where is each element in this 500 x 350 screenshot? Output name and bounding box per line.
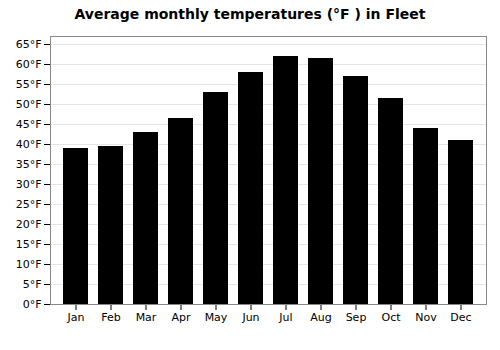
svg-text:5°F: 5°F	[23, 278, 42, 291]
svg-text:Dec: Dec	[450, 311, 471, 324]
svg-text:15°F: 15°F	[16, 238, 42, 251]
svg-text:Sep: Sep	[346, 311, 367, 324]
svg-text:Apr: Apr	[171, 311, 191, 324]
svg-text:Mar: Mar	[136, 311, 157, 324]
svg-text:Jan: Jan	[67, 311, 85, 324]
svg-text:Jun: Jun	[241, 311, 259, 324]
svg-text:50°F: 50°F	[16, 98, 42, 111]
svg-text:Feb: Feb	[101, 311, 120, 324]
svg-text:Aug: Aug	[310, 311, 331, 324]
svg-text:65°F: 65°F	[16, 38, 42, 51]
svg-text:May: May	[205, 311, 228, 324]
svg-text:0°F: 0°F	[23, 298, 42, 311]
html-text:Average monthly temperatures (: Average monthly temperatures (°F ) in Fl…	[74, 6, 426, 22]
svg-text:45°F: 45°F	[16, 118, 42, 131]
svg-text:Oct: Oct	[381, 311, 401, 324]
svg-text:35°F: 35°F	[16, 158, 42, 171]
svg-text:Nov: Nov	[415, 311, 437, 324]
svg-text:55°F: 55°F	[16, 78, 42, 91]
svg-text:25°F: 25°F	[16, 198, 42, 211]
svg-text:40°F: 40°F	[16, 138, 42, 151]
svg-text:10°F: 10°F	[16, 258, 42, 271]
svg-text:20°F: 20°F	[16, 218, 42, 231]
svg-text:60°F: 60°F	[16, 58, 42, 71]
svg-text:30°F: 30°F	[16, 178, 42, 191]
svg-text:Jul: Jul	[278, 311, 292, 324]
